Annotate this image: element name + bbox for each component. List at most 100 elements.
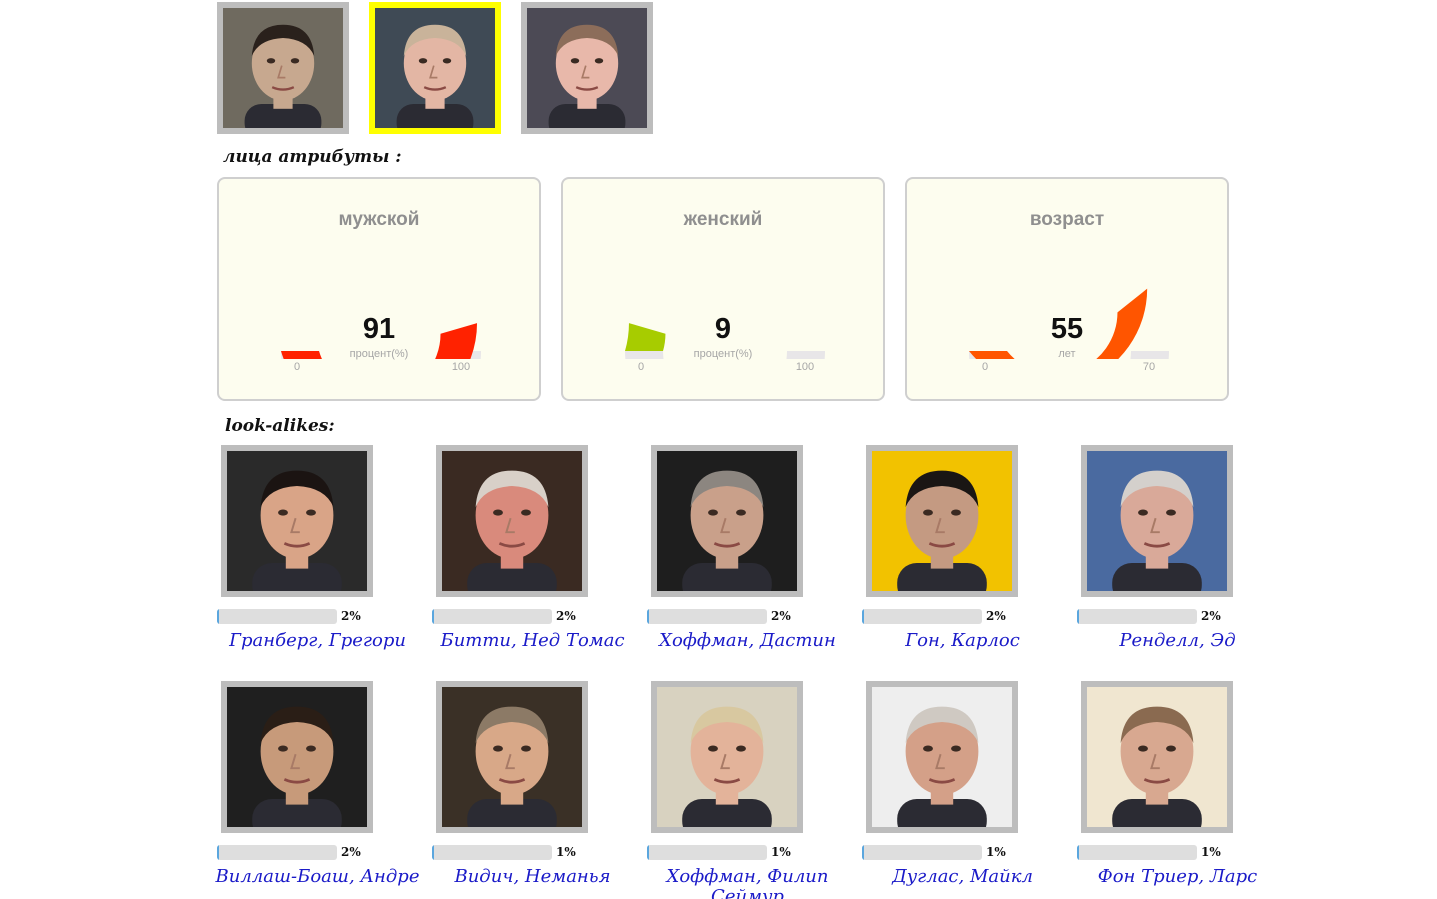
lookalike-photo[interactable] bbox=[651, 681, 803, 833]
similarity-bar bbox=[432, 609, 552, 624]
lookalike-card: 1% Хоффман, Филип Сеймур bbox=[640, 681, 855, 899]
similarity-bar-fill bbox=[862, 845, 864, 860]
similarity-bar bbox=[1077, 609, 1197, 624]
gauge-max: 70 bbox=[1142, 361, 1156, 373]
similarity-percent: 2% bbox=[1201, 609, 1221, 623]
similarity-percent: 2% bbox=[341, 845, 361, 859]
face-portrait-image bbox=[1087, 451, 1227, 591]
lookalike-name-link[interactable]: Хоффман, Дастин bbox=[659, 630, 836, 651]
lookalike-card: 2% Хоффман, Дастин bbox=[640, 445, 855, 670]
similarity-bar-fill bbox=[647, 609, 649, 624]
similarity-percent: 2% bbox=[986, 609, 1006, 623]
lookalike-card: 1% Видич, Неманья bbox=[425, 681, 640, 899]
gauge-card-age: возраст 55 лет 0 70 bbox=[905, 177, 1229, 401]
lookalike-name-link[interactable]: Хоффман, Филип Сеймур bbox=[666, 866, 829, 899]
similarity-bar bbox=[217, 845, 337, 860]
gauge-value: 91 bbox=[362, 313, 396, 345]
lookalike-name-link[interactable]: Битти, Нед Томас bbox=[440, 630, 625, 651]
lookalike-name-link[interactable]: Гон, Карлос bbox=[905, 630, 1020, 651]
similarity-bar bbox=[1077, 845, 1197, 860]
gauge-track bbox=[625, 350, 825, 359]
lookalike-photo[interactable] bbox=[436, 445, 588, 597]
face-portrait-image bbox=[227, 687, 367, 827]
similarity-bar-fill bbox=[1077, 845, 1079, 860]
lookalike-name-link[interactable]: Дуглас, Майкл bbox=[892, 866, 1033, 887]
similarity-bar-fill bbox=[1077, 609, 1079, 624]
gauge-card-female: женский 9 процент(%) 0 100 bbox=[561, 177, 885, 401]
lookalike-photo[interactable] bbox=[221, 445, 373, 597]
lookalike-card: 1% Фон Триер, Ларс bbox=[1070, 681, 1285, 899]
lookalike-name-link[interactable]: Фон Триер, Ларс bbox=[1097, 866, 1258, 887]
attributes-heading: лица атрибуты : bbox=[223, 147, 402, 167]
similarity-bar bbox=[432, 845, 552, 860]
lookalike-photo[interactable] bbox=[866, 445, 1018, 597]
lookalike-card: 2% Битти, Нед Томас bbox=[425, 445, 640, 670]
gauge-fill bbox=[969, 288, 1148, 359]
lookalike-photo[interactable] bbox=[1081, 445, 1233, 597]
lookalike-name-link[interactable]: Виллаш-Боаш, Андре bbox=[215, 866, 420, 887]
face-portrait-image bbox=[657, 451, 797, 591]
face-portrait-image bbox=[657, 687, 797, 827]
similarity-bar bbox=[647, 845, 767, 860]
face-portrait-image bbox=[872, 687, 1012, 827]
lookalike-card: 2% Гранберг, Грегори bbox=[210, 445, 425, 670]
similarity-percent: 1% bbox=[986, 845, 1006, 859]
similarity-percent: 2% bbox=[556, 609, 576, 623]
similarity-bar bbox=[862, 609, 982, 624]
face-portrait-image bbox=[442, 451, 582, 591]
gauge-arc bbox=[969, 288, 1169, 359]
lookalike-card: 2% Гон, Карлос bbox=[855, 445, 1070, 670]
lookalike-photo[interactable] bbox=[866, 681, 1018, 833]
face-portrait-image bbox=[442, 687, 582, 827]
similarity-bar-fill bbox=[432, 845, 434, 860]
face-thumb-2[interactable] bbox=[369, 2, 501, 134]
similarity-bar bbox=[862, 845, 982, 860]
similarity-bar-fill bbox=[647, 845, 649, 860]
lookalike-photo[interactable] bbox=[1081, 681, 1233, 833]
face-thumb-3[interactable] bbox=[521, 2, 653, 134]
lookalike-photo[interactable] bbox=[651, 445, 803, 597]
gauge-unit: процент(%) bbox=[349, 348, 409, 360]
lookalike-name-link[interactable]: Гранберг, Грегори bbox=[229, 630, 406, 651]
gauge-max: 100 bbox=[451, 361, 471, 373]
similarity-percent: 1% bbox=[556, 845, 576, 859]
lookalike-name-link[interactable]: Видич, Неманья bbox=[454, 866, 611, 887]
gauge-fill bbox=[625, 323, 666, 351]
gauge-title: возраст bbox=[1029, 209, 1105, 230]
gauge-arc bbox=[281, 323, 481, 359]
lookalike-photo[interactable] bbox=[436, 681, 588, 833]
gauge-unit: процент(%) bbox=[693, 348, 753, 360]
gauge-unit: лет bbox=[1058, 348, 1076, 360]
face-portrait-image bbox=[527, 8, 647, 128]
gauge-title: мужской bbox=[338, 209, 420, 230]
similarity-percent: 1% bbox=[771, 845, 791, 859]
gauge-max: 100 bbox=[795, 361, 815, 373]
gauge-card-male: мужской 91 процент(%) 0 100 bbox=[217, 177, 541, 401]
lookalike-card: 1% Дуглас, Майкл bbox=[855, 681, 1070, 899]
gauge-min: 0 bbox=[293, 361, 301, 373]
gauge-min: 0 bbox=[637, 361, 645, 373]
similarity-bar bbox=[647, 609, 767, 624]
similarity-bar-fill bbox=[217, 609, 219, 624]
similarity-percent: 2% bbox=[771, 609, 791, 623]
gauge-title: женский bbox=[683, 209, 763, 230]
gauge-min: 0 bbox=[981, 361, 989, 373]
similarity-percent: 2% bbox=[341, 609, 361, 623]
face-portrait-image bbox=[223, 8, 343, 128]
similarity-bar bbox=[217, 609, 337, 624]
similarity-bar-fill bbox=[217, 845, 219, 860]
lookalike-photo[interactable] bbox=[221, 681, 373, 833]
face-thumb-1[interactable] bbox=[217, 2, 349, 134]
face-portrait-image bbox=[375, 8, 495, 128]
gauge-fill bbox=[281, 323, 478, 359]
lookalike-card: 2% Ренделл, Эд bbox=[1070, 445, 1285, 670]
face-portrait-image bbox=[872, 451, 1012, 591]
similarity-bar-fill bbox=[432, 609, 434, 624]
gauge-arc bbox=[625, 323, 825, 359]
similarity-bar-fill bbox=[862, 609, 864, 624]
lookalikes-heading: look-alikes: bbox=[225, 416, 335, 436]
gauge-value: 55 bbox=[1050, 313, 1084, 345]
lookalike-card: 2% Виллаш-Боаш, Андре bbox=[210, 681, 425, 899]
lookalike-name-link[interactable]: Ренделл, Эд bbox=[1119, 630, 1236, 651]
gauge-value: 9 bbox=[714, 313, 732, 345]
